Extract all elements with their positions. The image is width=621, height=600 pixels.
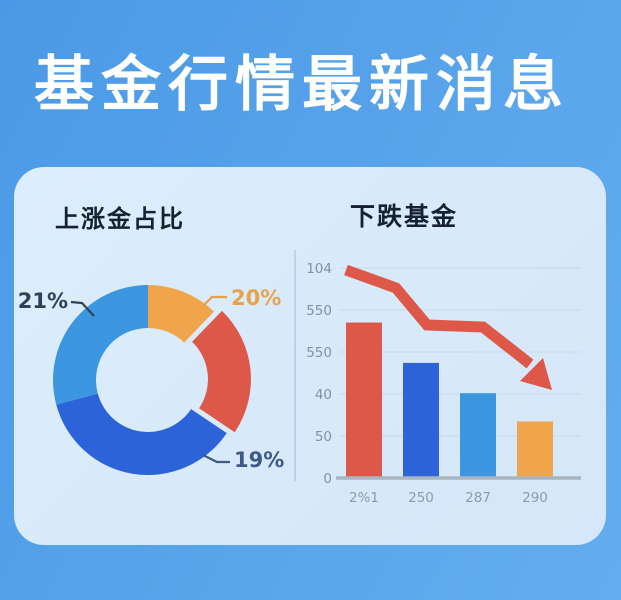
bar-chart-svg: 104 550 550 40 50 0 2%1 250 287 290 [306,261,581,506]
trend-arrow-head [520,358,552,390]
bar-3 [517,421,553,478]
x-category-label: 290 [522,490,548,506]
x-category-label: 2%1 [349,490,379,506]
donut-label-leader [70,300,95,317]
donut-slice-orange [148,285,214,343]
page-title: 基金行情最新消息 [34,50,570,120]
bar-2 [460,393,496,478]
donut-label-leader [199,295,227,310]
donut-label: 20% [231,286,281,310]
panel-divider [294,250,296,481]
donut-label: 21% [18,289,68,313]
donut-chart-svg: 21% 20% 19% [18,285,284,476]
donut-label: 19% [234,448,284,472]
trend-arrow-line [344,264,534,369]
x-category-label: 287 [465,490,491,506]
y-tick-label: 50 [315,429,332,445]
bar-0 [346,322,382,478]
bar-chart-title: 下跌基金 [350,202,459,231]
y-tick-label: 0 [323,471,332,487]
bar-1 [403,362,439,478]
donut-chart-title: 上涨金占比 [55,205,185,233]
x-category-label: 250 [408,490,434,506]
content-card: 上涨金占比 下跌基金 21% 20% 19% 104 550 550 40 50 0 2%1 25… [14,167,606,545]
y-tick-label: 104 [306,261,332,277]
donut-slice-royal-blue [56,393,227,476]
y-tick-label: 40 [315,387,332,403]
donut-slice-red [192,310,251,433]
y-tick-label: 550 [306,345,332,361]
donut-slice-sky-blue [52,285,149,405]
y-tick-label: 550 [306,303,332,319]
donut-label-leader [202,454,230,464]
